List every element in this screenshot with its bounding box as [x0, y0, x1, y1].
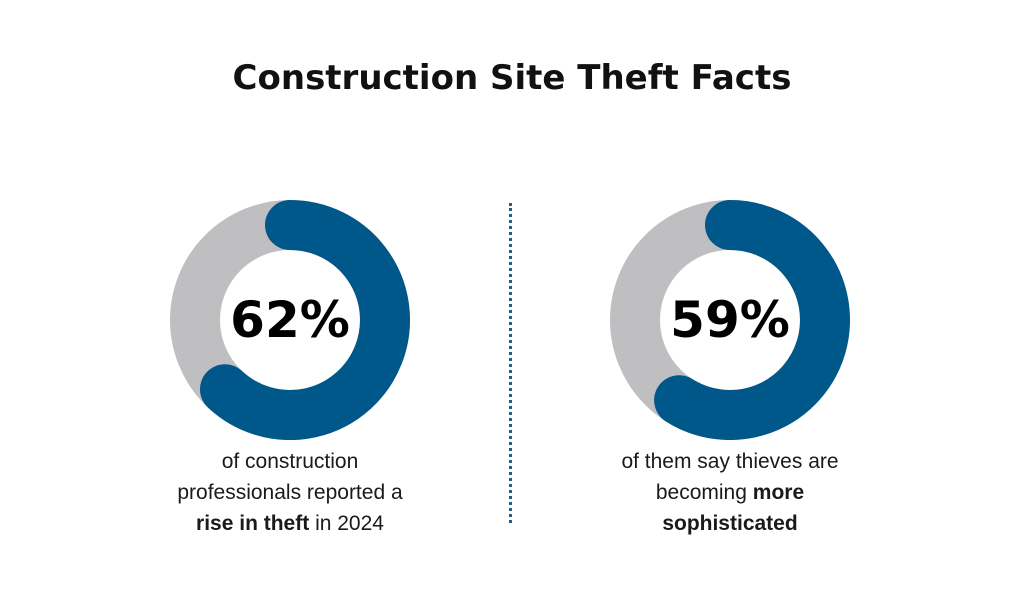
stat-sophisticated-thieves: 59% of them say thieves are becoming mor…: [570, 200, 890, 540]
page-title: Construction Site Theft Facts: [232, 58, 792, 98]
stat-caption: of construction professionals reported a…: [130, 446, 450, 539]
donut-chart-rise-in-theft: [170, 200, 410, 440]
donut-value-arc: [654, 200, 850, 440]
stat-rise-in-theft: 62% of construction professionals report…: [130, 200, 450, 540]
caption-emphasis: sophisticated: [662, 512, 798, 535]
caption-line: of construction: [221, 450, 359, 473]
donut-center-label: 59%: [670, 291, 790, 349]
caption-line: of them say thieves are: [621, 450, 839, 473]
caption-emphasis: rise in theft: [196, 512, 310, 535]
divider: [509, 203, 512, 523]
donut-chart-sophisticated-thieves: [610, 200, 850, 440]
stat-caption: of them say thieves are becoming more so…: [570, 446, 890, 539]
caption-emphasis: more: [752, 481, 805, 504]
caption-line: in 2024: [315, 512, 384, 535]
caption-line: becoming: [655, 481, 747, 504]
caption-line: professionals reported a: [177, 481, 403, 504]
donut-value-arc: [199, 200, 410, 440]
donut-center-label: 62%: [230, 291, 350, 349]
